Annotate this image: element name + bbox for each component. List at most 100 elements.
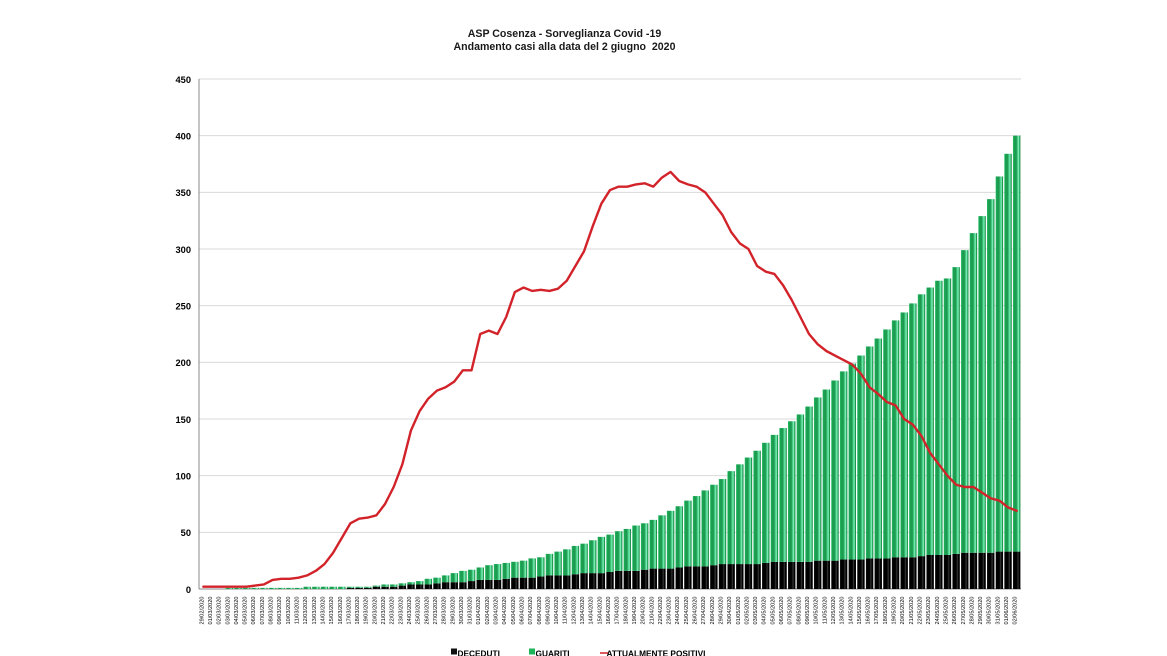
svg-text:17/03/2020: 17/03/2020: [346, 597, 352, 625]
svg-text:25/04/2020: 25/04/2020: [684, 597, 690, 625]
svg-text:09/04/2020: 09/04/2020: [545, 597, 551, 625]
svg-text:12/05/2020: 12/05/2020: [831, 597, 837, 625]
svg-text:29/04/2020: 29/04/2020: [718, 597, 724, 625]
svg-text:DECEDUTI: DECEDUTI: [458, 649, 500, 656]
svg-text:27/03/2020: 27/03/2020: [433, 597, 439, 625]
svg-text:24/05/2020: 24/05/2020: [935, 597, 941, 625]
svg-text:23/04/2020: 23/04/2020: [667, 597, 673, 625]
svg-text:05/05/2020: 05/05/2020: [770, 597, 776, 625]
svg-text:26/03/2020: 26/03/2020: [424, 597, 430, 625]
svg-text:09/05/2020: 09/05/2020: [805, 597, 811, 625]
svg-text:24/04/2020: 24/04/2020: [675, 597, 681, 625]
svg-text:16/03/2020: 16/03/2020: [338, 597, 344, 625]
svg-text:08/05/2020: 08/05/2020: [796, 597, 802, 625]
svg-text:400: 400: [175, 131, 191, 141]
svg-text:09/03/2020: 09/03/2020: [277, 597, 283, 625]
svg-text:29/02/2020: 29/02/2020: [199, 597, 205, 625]
svg-text:04/04/2020: 04/04/2020: [502, 597, 508, 625]
svg-text:22/05/2020: 22/05/2020: [917, 597, 923, 625]
svg-text:15/05/2020: 15/05/2020: [857, 597, 863, 625]
svg-text:21/03/2020: 21/03/2020: [381, 597, 387, 625]
svg-text:08/03/2020: 08/03/2020: [269, 597, 275, 625]
svg-text:03/05/2020: 03/05/2020: [753, 597, 759, 625]
svg-text:10/05/2020: 10/05/2020: [814, 597, 820, 625]
svg-text:30/03/2020: 30/03/2020: [459, 597, 465, 625]
svg-text:12/03/2020: 12/03/2020: [303, 597, 309, 625]
svg-text:30/04/2020: 30/04/2020: [727, 597, 733, 625]
svg-text:17/05/2020: 17/05/2020: [874, 597, 880, 625]
svg-text:21/04/2020: 21/04/2020: [649, 597, 655, 625]
svg-text:50: 50: [181, 528, 191, 538]
svg-text:450: 450: [175, 75, 191, 85]
svg-text:29/03/2020: 29/03/2020: [450, 597, 456, 625]
svg-text:29/05/2020: 29/05/2020: [978, 597, 984, 625]
svg-text:14/03/2020: 14/03/2020: [320, 597, 326, 625]
svg-text:ATTUALMENTE POSITIVI: ATTUALMENTE POSITIVI: [607, 649, 706, 656]
svg-text:26/04/2020: 26/04/2020: [693, 597, 699, 625]
svg-text:22/04/2020: 22/04/2020: [658, 597, 664, 625]
svg-text:30/05/2020: 30/05/2020: [987, 597, 993, 625]
svg-text:07/05/2020: 07/05/2020: [788, 597, 794, 625]
svg-text:27/05/2020: 27/05/2020: [961, 597, 967, 625]
svg-text:22/03/2020: 22/03/2020: [390, 597, 396, 625]
svg-text:18/04/2020: 18/04/2020: [623, 597, 629, 625]
svg-text:13/05/2020: 13/05/2020: [840, 597, 846, 625]
svg-text:25/05/2020: 25/05/2020: [943, 597, 949, 625]
svg-text:05/03/2020: 05/03/2020: [243, 597, 249, 625]
svg-text:19/05/2020: 19/05/2020: [892, 597, 898, 625]
svg-text:02/04/2020: 02/04/2020: [485, 597, 491, 625]
svg-text:13/03/2020: 13/03/2020: [312, 597, 318, 625]
svg-text:01/06/2020: 01/06/2020: [1004, 596, 1010, 624]
svg-text:16/04/2020: 16/04/2020: [606, 597, 612, 625]
svg-text:06/03/2020: 06/03/2020: [251, 597, 257, 625]
svg-text:GUARITI: GUARITI: [536, 649, 570, 656]
svg-text:04/05/2020: 04/05/2020: [762, 597, 768, 625]
svg-text:10/04/2020: 10/04/2020: [554, 597, 560, 625]
svg-text:20/04/2020: 20/04/2020: [641, 597, 647, 625]
svg-text:07/04/2020: 07/04/2020: [528, 597, 534, 625]
svg-text:18/03/2020: 18/03/2020: [355, 597, 361, 625]
svg-text:06/04/2020: 06/04/2020: [519, 597, 525, 625]
svg-text:18/05/2020: 18/05/2020: [883, 597, 889, 625]
svg-text:12/04/2020: 12/04/2020: [571, 597, 577, 625]
svg-text:31/05/2020: 31/05/2020: [995, 597, 1001, 625]
svg-text:23/05/2020: 23/05/2020: [926, 597, 932, 625]
svg-text:28/04/2020: 28/04/2020: [710, 597, 716, 625]
svg-text:23/03/2020: 23/03/2020: [398, 597, 404, 625]
svg-text:01/04/2020: 01/04/2020: [476, 597, 482, 625]
svg-text:05/04/2020: 05/04/2020: [511, 597, 517, 625]
svg-text:24/03/2020: 24/03/2020: [407, 597, 413, 625]
svg-text:02/05/2020: 02/05/2020: [744, 597, 750, 625]
svg-text:19/03/2020: 19/03/2020: [364, 597, 370, 625]
svg-text:01/03/2020: 01/03/2020: [208, 597, 214, 625]
svg-text:08/04/2020: 08/04/2020: [537, 597, 543, 625]
svg-text:01/05/2020: 01/05/2020: [736, 597, 742, 625]
svg-text:13/04/2020: 13/04/2020: [580, 597, 586, 625]
svg-text:03/04/2020: 03/04/2020: [494, 597, 500, 625]
svg-text:16/05/2020: 16/05/2020: [866, 597, 872, 625]
svg-text:10/03/2020: 10/03/2020: [286, 597, 292, 625]
svg-text:27/04/2020: 27/04/2020: [701, 597, 707, 625]
svg-text:11/05/2020: 11/05/2020: [822, 597, 828, 625]
svg-text:15/04/2020: 15/04/2020: [597, 597, 603, 625]
svg-text:21/05/2020: 21/05/2020: [909, 597, 915, 625]
svg-text:28/05/2020: 28/05/2020: [969, 597, 975, 625]
svg-text:14/05/2020: 14/05/2020: [848, 597, 854, 625]
svg-text:250: 250: [175, 301, 191, 311]
svg-text:200: 200: [175, 358, 191, 368]
svg-text:350: 350: [175, 188, 191, 198]
svg-text:03/03/2020: 03/03/2020: [225, 597, 231, 625]
svg-text:11/03/2020: 11/03/2020: [295, 597, 301, 625]
svg-text:04/03/2020: 04/03/2020: [234, 597, 240, 625]
svg-text:20/03/2020: 20/03/2020: [372, 597, 378, 625]
svg-text:100: 100: [175, 471, 191, 481]
svg-text:0: 0: [186, 585, 191, 595]
svg-text:31/03/2020: 31/03/2020: [468, 597, 474, 625]
svg-text:19/04/2020: 19/04/2020: [632, 597, 638, 625]
svg-text:15/03/2020: 15/03/2020: [329, 597, 335, 625]
svg-text:150: 150: [175, 415, 191, 425]
svg-text:06/05/2020: 06/05/2020: [779, 597, 785, 625]
svg-text:11/04/2020: 11/04/2020: [563, 597, 569, 625]
svg-text:20/05/2020: 20/05/2020: [900, 597, 906, 625]
svg-text:07/03/2020: 07/03/2020: [260, 597, 266, 625]
